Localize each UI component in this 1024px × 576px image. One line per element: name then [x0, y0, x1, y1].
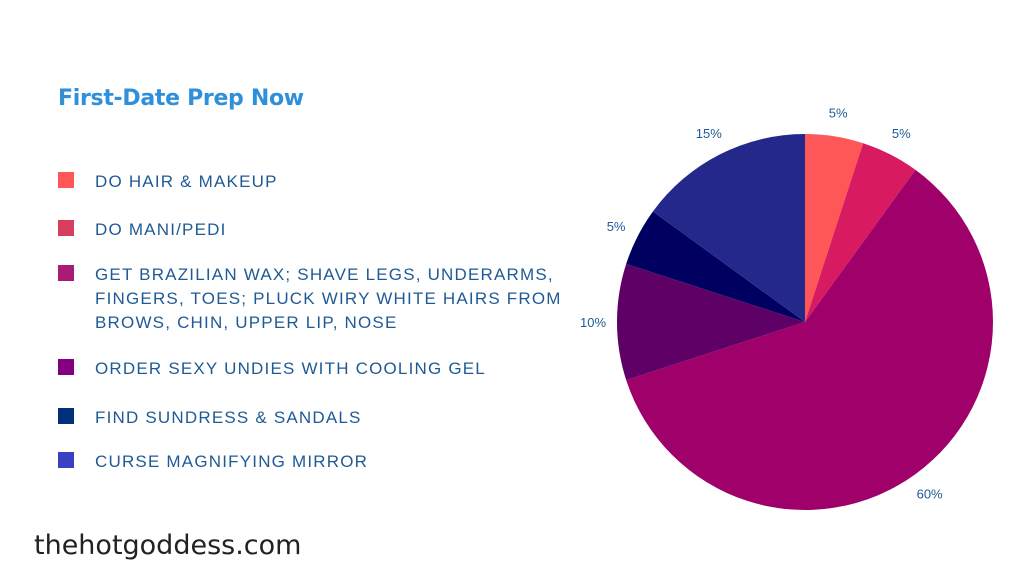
legend-swatch [58, 220, 74, 236]
legend-label: GET BRAZILIAN WAX; SHAVE LEGS, UNDERARMS… [95, 265, 562, 332]
legend-item: CURSE MAGNIFYING MIRROR [58, 450, 595, 474]
slice-label: 5% [892, 126, 911, 141]
legend-label: ORDER SEXY UNDIES WITH COOLING GEL [95, 359, 486, 378]
legend-item: DO MANI/PEDI [58, 218, 595, 242]
slice-label: 10% [580, 315, 606, 330]
pie-slice [616, 263, 805, 381]
legend-swatch [58, 359, 74, 375]
legend-item: DO HAIR & MAKEUP [58, 170, 595, 194]
legend-item: GET BRAZILIAN WAX; SHAVE LEGS, UNDERARMS… [58, 263, 595, 335]
slice-label: 60% [917, 487, 943, 502]
legend-item: ORDER SEXY UNDIES WITH COOLING GEL [58, 357, 595, 381]
site-url: thehotgoddess.com [34, 530, 302, 561]
legend-label: FIND SUNDRESS & SANDALS [95, 408, 362, 427]
pie-slice [805, 134, 864, 322]
slice-label: 5% [829, 106, 848, 121]
pie-slice [652, 134, 805, 322]
legend-label: DO HAIR & MAKEUP [95, 172, 278, 191]
legend-item: FIND SUNDRESS & SANDALS [58, 406, 595, 430]
slice-label: 5% [607, 219, 626, 234]
legend-label: DO MANI/PEDI [95, 220, 227, 239]
pie-slice [626, 211, 805, 322]
slice-label: 15% [696, 126, 722, 141]
legend-swatch [58, 408, 74, 424]
pie-slice [805, 143, 916, 322]
legend-swatch [58, 265, 74, 281]
legend-swatch [58, 452, 74, 468]
legend-swatch [58, 172, 74, 188]
pie-slice [626, 169, 993, 511]
chart-title: First-Date Prep Now [58, 86, 304, 111]
legend-label: CURSE MAGNIFYING MIRROR [95, 452, 369, 471]
